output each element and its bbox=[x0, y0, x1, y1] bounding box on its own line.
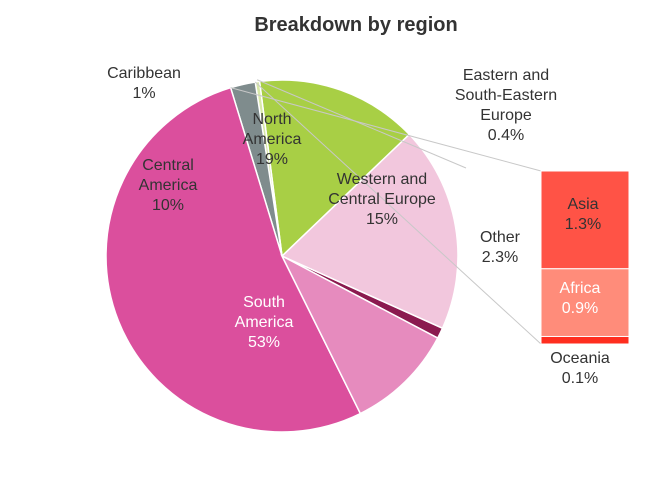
pie-slice-western-and-central-europe bbox=[258, 79, 411, 258]
data-label-eastern-and-south-eastern-europe: Eastern and South-Eastern Europe 0.4% bbox=[455, 67, 557, 144]
data-label-south-america: South America 53% bbox=[235, 294, 294, 351]
data-label-asia: Asia 1.3% bbox=[565, 196, 601, 233]
data-label-caribbean: Caribbean 1% bbox=[107, 65, 181, 102]
chart-title: Breakdown by region bbox=[254, 14, 457, 36]
leader-lines bbox=[230, 79, 542, 345]
breakdown-segment-oceania bbox=[540, 335, 630, 345]
pie-slice-central-america bbox=[280, 254, 439, 415]
leader-line-eastern-and-south-eastern-europe bbox=[256, 79, 467, 169]
data-label-other: Other 2.3% bbox=[480, 229, 521, 266]
pie-slices bbox=[105, 79, 459, 433]
data-labels: Caribbean 1% North America 19% Western and Cen… bbox=[107, 65, 610, 387]
connector-line-top bbox=[230, 87, 542, 172]
data-label-north-america: North America 19% bbox=[243, 111, 302, 168]
connector-line-bottom bbox=[254, 81, 542, 345]
breakdown-bar bbox=[540, 170, 630, 345]
data-label-western-and-central-europe: Western and Central Europe 15% bbox=[328, 171, 436, 228]
data-label-africa: Africa 0.9% bbox=[560, 280, 601, 317]
data-label-oceania: Oceania 0.1% bbox=[550, 350, 610, 387]
pie-slice-south-america bbox=[105, 86, 362, 433]
data-label-central-america: Central America 10% bbox=[139, 157, 198, 214]
